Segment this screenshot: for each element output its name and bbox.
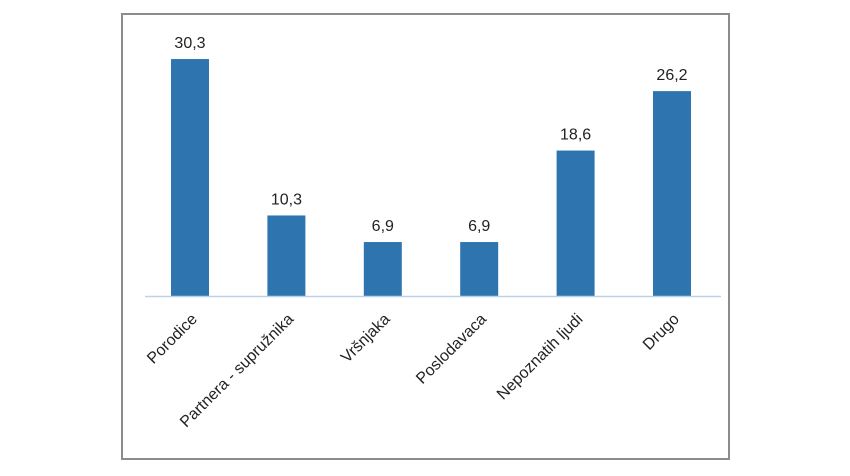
category-label-1: Porodice: [144, 311, 201, 368]
category-label-6: Drugo: [640, 311, 683, 354]
bar-4: [460, 242, 499, 296]
value-label-1: 30,3: [174, 35, 205, 52]
value-label-2: 10,3: [271, 191, 302, 208]
value-label-5: 18,6: [560, 127, 591, 144]
chart-frame: 30,3 10,3 6,9 6,9 18,6 26,2 Porodice Partnera …: [121, 13, 730, 460]
category-label-3: Vršnjaka: [338, 311, 394, 367]
category-label-5: Nepoznatih ljudi: [494, 311, 587, 404]
bar-1: [171, 59, 209, 296]
category-label-2: Partnera - supružnika: [177, 311, 297, 431]
bar-5: [556, 150, 595, 296]
category-label-4: Poslodavaca: [413, 311, 490, 388]
value-label-6: 26,2: [656, 67, 687, 84]
bar-3: [363, 242, 402, 296]
bars-layer: [171, 59, 691, 296]
value-label-4: 6,9: [468, 218, 490, 235]
bar-6: [653, 91, 691, 296]
bar-2: [267, 215, 306, 296]
value-labels-layer: 30,3 10,3 6,9 6,9 18,6 26,2: [174, 35, 687, 235]
value-label-3: 6,9: [372, 218, 394, 235]
bar-chart: 30,3 10,3 6,9 6,9 18,6 26,2 PorodicePartnera …: [144, 35, 721, 431]
